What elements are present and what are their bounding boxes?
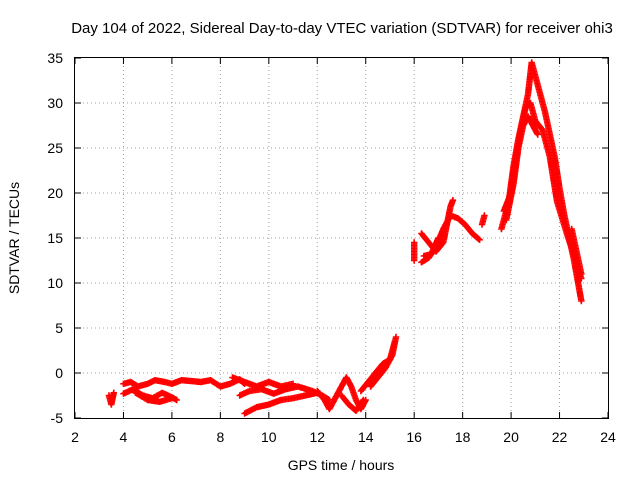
y-tick-label: 5 <box>55 320 63 336</box>
data-point-marker <box>449 197 457 204</box>
data-point-marker <box>392 333 400 341</box>
x-tick-label: 4 <box>120 429 128 445</box>
y-tick-label: -5 <box>51 410 64 426</box>
y-tick-label: 20 <box>47 185 63 201</box>
plot-frame <box>74 57 609 419</box>
grid-lines <box>75 58 608 418</box>
x-tick-label: 12 <box>309 429 325 445</box>
x-tick-label: 8 <box>216 429 224 445</box>
data-point-marker <box>289 380 297 387</box>
chart-title: Day 104 of 2022, Sidereal Day-to-day VTE… <box>71 20 613 37</box>
x-axis-title: GPS time / hours <box>288 457 395 473</box>
x-tick-label: 14 <box>358 429 374 445</box>
data-point-marker <box>168 395 176 402</box>
data-point-marker <box>578 270 585 278</box>
x-tick-label: 20 <box>503 429 519 445</box>
data-point-marker <box>435 234 442 242</box>
x-tick-label: 18 <box>455 429 471 445</box>
y-tick-labels: -5 0 5 10 15 20 25 30 35 <box>47 50 63 426</box>
x-tick-label: 6 <box>168 429 176 445</box>
x-tick-label: 16 <box>406 429 422 445</box>
x-tick-labels: 2 4 6 8 10 12 14 16 18 20 22 24 <box>71 429 616 445</box>
y-tick-label: 25 <box>47 140 63 156</box>
y-tick-label: 30 <box>47 95 63 111</box>
data-point-marker <box>359 398 366 405</box>
data-point-marker <box>534 131 541 138</box>
data-point-marker <box>410 239 418 246</box>
y-tick-label: 10 <box>47 275 63 291</box>
data-point-marker <box>475 235 482 243</box>
x-tick-label: 22 <box>552 429 568 445</box>
y-tick-label: 35 <box>47 50 63 66</box>
y-tick-label: 15 <box>47 230 63 246</box>
data-point-marker <box>173 396 180 404</box>
x-tick-label: 2 <box>71 429 79 445</box>
axis-ticks <box>74 57 609 419</box>
y-axis-title: SDTVAR / TECUs <box>6 182 22 294</box>
data-point-marker <box>481 212 488 219</box>
data-point-marker <box>476 236 483 243</box>
data-point-marker <box>110 389 117 396</box>
x-tick-label: 24 <box>600 429 616 445</box>
y-tick-label: 0 <box>55 365 63 381</box>
data-point-marker <box>578 297 585 305</box>
x-tick-label: 10 <box>261 429 277 445</box>
data-point-marker <box>360 396 367 404</box>
series-layer <box>105 59 585 417</box>
